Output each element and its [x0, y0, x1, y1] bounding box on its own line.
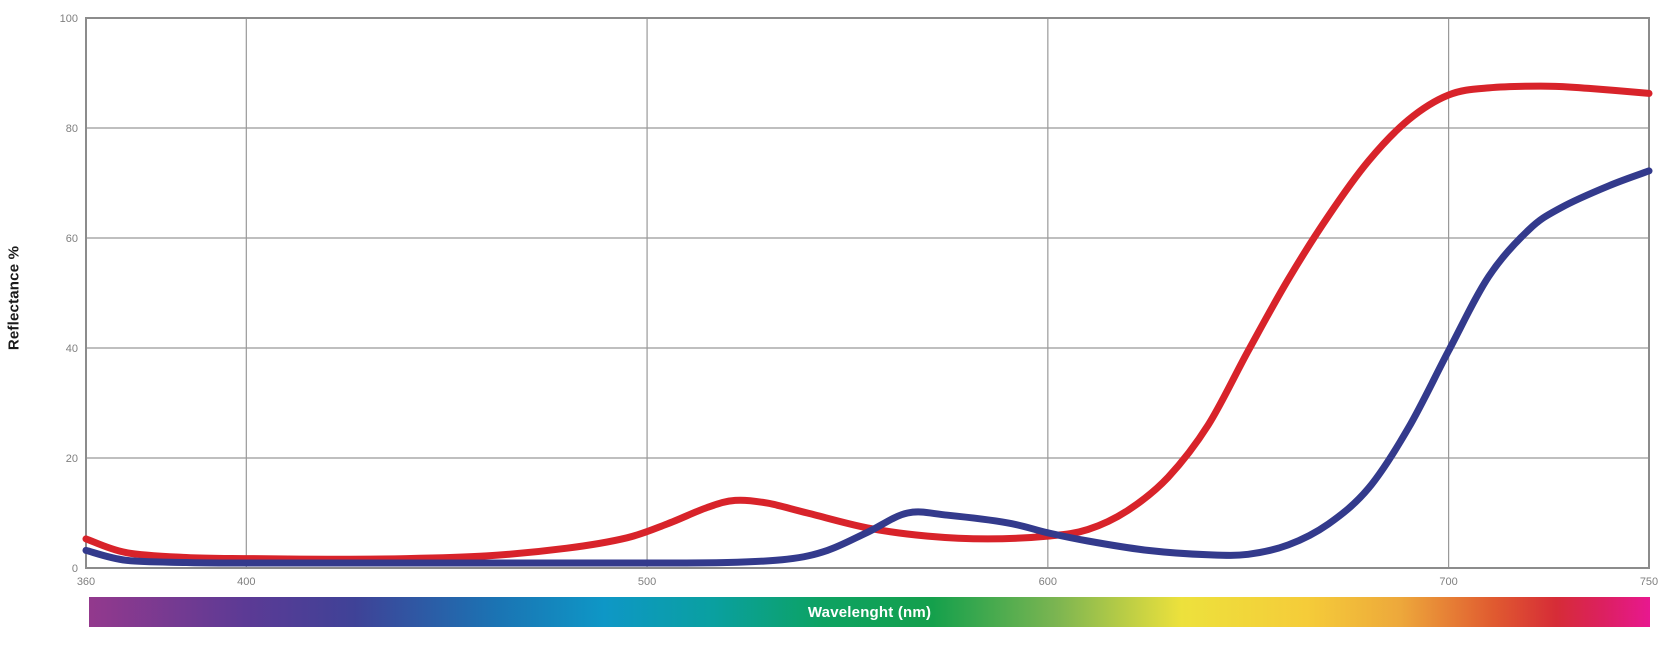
plot-border [85, 17, 1650, 569]
y-tick-label: 80 [66, 123, 78, 135]
red-curve [82, 82, 1653, 563]
x-tick-label: 500 [638, 576, 656, 588]
y-tick-label: 100 [60, 13, 78, 25]
x-tick-label: 360 [77, 576, 95, 588]
y-axis-title: Reflectance % [5, 245, 23, 351]
y-tick-label: 60 [66, 233, 78, 245]
x-tick-label: 600 [1039, 576, 1057, 588]
y-tick-label: 20 [66, 453, 78, 465]
blue-curve [82, 167, 1653, 567]
x-tick-label: 750 [1640, 576, 1658, 588]
wavelength-gradient-bar: Wavelenght (nm) [89, 597, 1650, 627]
y-tick-label: 0 [72, 563, 78, 575]
x-axis-title: Wavelenght (nm) [807, 603, 932, 621]
x-tick-label: 400 [237, 576, 255, 588]
y-tick-label: 40 [66, 343, 78, 355]
x-tick-label: 700 [1439, 576, 1457, 588]
